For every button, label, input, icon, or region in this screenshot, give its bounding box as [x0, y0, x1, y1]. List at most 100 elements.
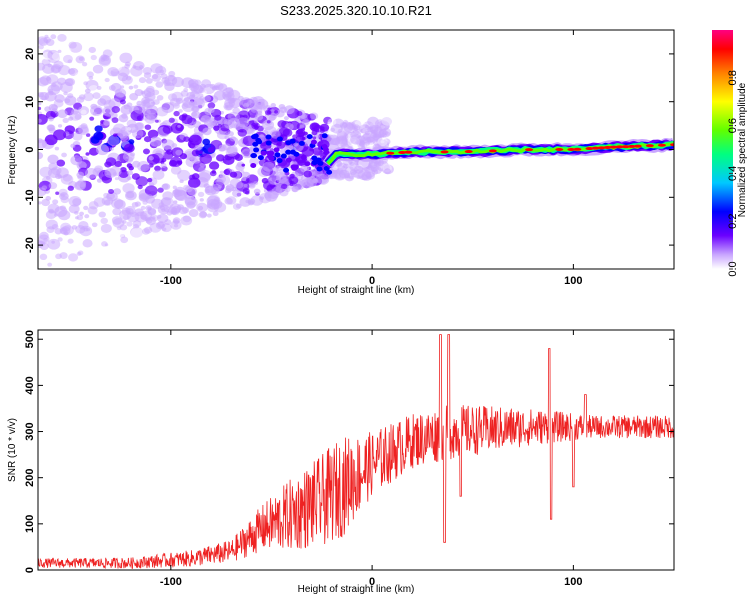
spectrogram-cell [339, 169, 348, 176]
spectrogram-cell [125, 76, 132, 81]
spectrogram-cell [232, 203, 241, 210]
spectrogram-cell [206, 213, 212, 218]
spectrogram-cell [207, 107, 215, 114]
spectrogram-cell [121, 219, 127, 224]
spectrogram-cell [219, 173, 225, 178]
y-tick-label: 300 [24, 422, 36, 440]
spectrogram-cell [47, 49, 60, 60]
spectrogram-cell [103, 120, 111, 126]
spectrogram-cell [201, 90, 208, 95]
spectrogram-cell [61, 46, 72, 55]
spectrogram-cell [381, 132, 387, 138]
spectrogram-cell [162, 125, 173, 134]
spectrogram-cell [382, 130, 389, 136]
spectrogram-cell [289, 138, 296, 144]
spectrogram-cell [350, 134, 363, 145]
spectrogram-cell [603, 145, 612, 149]
spectrogram-cell [38, 91, 44, 98]
spectrogram-cell [172, 185, 177, 190]
spectrogram-cell [202, 138, 211, 146]
spectrogram-cell [108, 85, 116, 91]
spectrogram-cell [285, 149, 292, 155]
spectrogram-cell [155, 81, 164, 88]
spectrogram-cell [268, 150, 275, 156]
spectrogram-cell [187, 177, 201, 188]
spectrogram-cell [76, 214, 84, 221]
spectrogram-cell [525, 148, 534, 152]
y-tick-label: 10 [24, 96, 36, 108]
spectrogram-cell [337, 128, 343, 133]
spectrogram-cell [265, 140, 272, 146]
spectrogram-cell [203, 95, 212, 102]
spectrogram-cell [67, 93, 74, 99]
spectrogram-cell [404, 150, 413, 154]
spectrogram-cell [90, 105, 103, 117]
spectrogram-cell [124, 63, 130, 69]
spectrogram-cell [256, 101, 266, 109]
spectrogram-cell [106, 191, 118, 202]
spectrogram-cell [152, 99, 160, 105]
spectrogram-cell [235, 181, 244, 189]
spectrogram-cell [45, 176, 51, 180]
spectrogram-cell [101, 241, 108, 247]
spectrogram-cell [117, 66, 130, 77]
spectrogram-cell [41, 185, 48, 190]
spectrogram-cell [42, 49, 53, 59]
spectrogram-cell [169, 101, 174, 105]
spectrogram-cell [47, 238, 61, 250]
spectrogram-cell [80, 109, 87, 115]
spectrogram-cell [160, 162, 167, 168]
spectrogram-cell [283, 116, 289, 121]
spectrogram-cell [326, 169, 333, 175]
spectrogram-cell [104, 199, 111, 206]
spectrogram-cell [207, 102, 216, 109]
spectrogram-cell [120, 166, 127, 173]
spectrogram-cell [126, 102, 133, 108]
spectrogram-cell [327, 121, 332, 126]
spectrogram-cell [244, 190, 250, 195]
y-tick-label: 100 [24, 515, 36, 533]
spectrogram-cell [88, 84, 99, 94]
spectrogram-cell [297, 159, 306, 167]
spectrogram-cell [257, 155, 264, 161]
spectrogram-cell [270, 103, 277, 108]
spectrogram-cell [334, 173, 342, 179]
x-tick-label: -100 [160, 275, 182, 287]
spectrogram-cell [307, 113, 317, 121]
spectrogram-cell [38, 211, 45, 217]
snr-frame [37, 329, 675, 571]
spectrogram-cell [361, 171, 373, 181]
spectrogram-cell [51, 64, 62, 73]
spectrogram-cell [179, 153, 188, 160]
spectrogram-cell [96, 85, 102, 90]
spectrogram-cell [94, 125, 103, 133]
spectrogram-cell [48, 182, 58, 190]
spectrogram-cell [202, 127, 212, 136]
spectrogram-cell [346, 175, 351, 179]
spectrogram-cell [276, 136, 283, 142]
spectrogram-cell [225, 184, 235, 192]
spectrogram-cell [241, 177, 247, 182]
spectrogram-cell [301, 119, 310, 126]
spectrogram-cell [218, 144, 227, 152]
spectrogram-cell [114, 160, 122, 168]
spectrogram-cell [100, 217, 109, 225]
spectrogram-cell [209, 161, 220, 170]
spectrogram-cell [261, 119, 275, 131]
spectrogram-cell [209, 83, 216, 89]
spectrogram-cell [51, 166, 62, 176]
spectrogram-cell [210, 187, 220, 195]
spectrogram-cell [84, 88, 91, 94]
spectrogram-cell [136, 100, 143, 106]
spectrogram-cell [201, 79, 212, 88]
spectrogram-cell [82, 239, 93, 248]
colorbar-tick-label: 0.4 [727, 166, 739, 181]
spectrogram-cell [88, 46, 97, 54]
spectrogram-cell [279, 188, 289, 197]
spectrogram-cell [377, 137, 388, 147]
spectrogram-cell [191, 111, 198, 117]
spectrogram-cell [276, 158, 283, 164]
colorbar-tick-label: 0.2 [727, 214, 739, 229]
spectrogram-cell [346, 121, 356, 130]
spectrogram-cell [353, 165, 364, 174]
